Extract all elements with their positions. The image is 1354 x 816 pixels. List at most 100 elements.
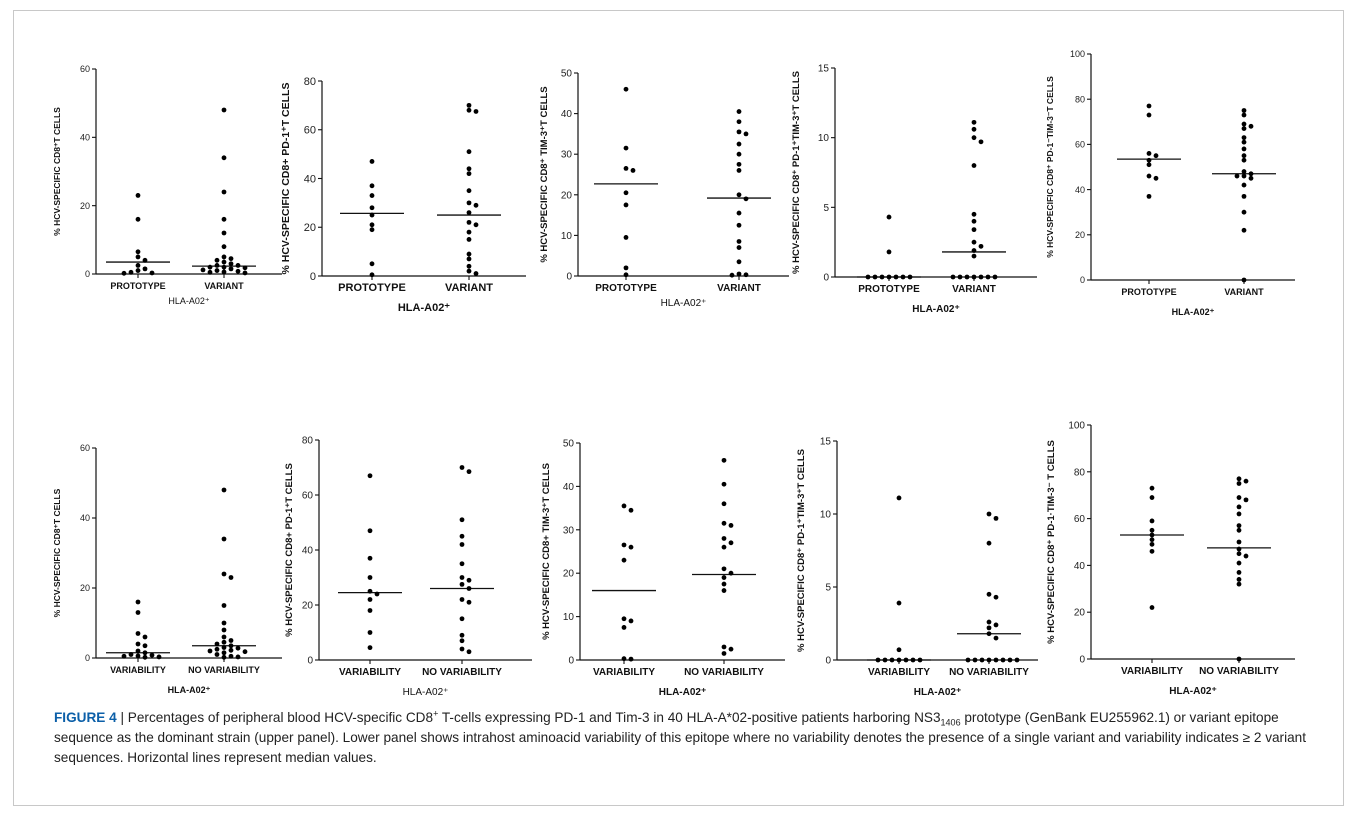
y-tick-label: 60 [80,64,90,74]
y-tick-label: 10 [820,510,832,521]
category-label: PROTOTYPE [110,281,165,291]
data-point [728,540,734,546]
data-point [978,274,984,280]
data-point [872,274,878,280]
data-point [889,657,895,663]
y-axis-title: % HCV-SPECIFIC CD8⁺T CELLS [52,107,62,236]
data-point [978,139,984,145]
data-point [221,654,227,660]
data-point [743,131,749,137]
data-point [1146,157,1152,163]
data-point [135,216,141,222]
data-point [1241,146,1247,152]
category-label: NO VARIABILITY [949,667,1029,678]
data-point [221,487,227,493]
data-point [221,254,227,260]
caption-part: + [433,708,439,719]
data-point [971,163,977,168]
data-point [1014,657,1020,663]
y-tick-label: 5 [823,203,829,214]
data-point [1236,546,1242,552]
data-point [1241,112,1247,118]
data-point [1146,103,1152,109]
data-point [459,465,465,470]
category-label: VARIABILITY [1121,666,1183,677]
data-point [728,646,734,652]
data-point [979,657,985,663]
data-point [1236,570,1242,575]
data-point [957,274,963,280]
data-point [621,542,627,548]
data-point [721,644,727,650]
data-point [950,274,956,280]
data-point [1241,193,1247,199]
data-point [896,495,902,501]
plots-canvas: 0 20 40 60 PROTOTYPE VARIANT HLA-A02⁺ % HCV-SPE… [52,49,1295,698]
y-tick-label: 20 [561,190,573,201]
data-point [235,654,241,660]
y-tick-label: 60 [1074,514,1086,525]
data-point [221,259,227,265]
data-point [623,145,629,151]
data-point [214,257,220,263]
data-point [228,256,234,262]
x-axis-title: HLA-A02⁺ [914,687,962,698]
data-point [142,266,148,272]
data-point [221,216,227,222]
category-label: NO VARIABILITY [422,667,502,678]
data-point [214,263,220,268]
y-tick-label: 20 [80,201,90,211]
y-axis-title: % HCV-SPECIFIC CD8⁺ PD-1⁻TIM-3⁻T CELLS [1045,76,1055,258]
data-point [149,652,155,658]
data-point [1153,153,1159,159]
data-point [466,268,472,274]
data-point [971,218,977,224]
y-tick-label: 40 [563,482,575,493]
data-point [128,652,134,657]
data-point [228,647,234,653]
data-point [1234,173,1240,179]
data-point [964,274,970,280]
data-point [242,270,248,276]
data-point [971,211,977,217]
y-tick-label: 40 [80,513,90,523]
data-point [369,212,375,218]
category-label: VARIANT [1224,287,1264,297]
data-point [473,271,479,276]
y-axis-title: % HCV-SPECIFIC CD8⁺T CELLS [52,488,62,617]
data-point [736,151,742,157]
data-point [221,189,227,195]
data-point [1236,539,1242,545]
data-point [1241,135,1247,141]
y-axis-title: % HCV-SPECIFIC CD8⁺ PD-1⁺TIM-3⁺T CELLS [796,449,807,652]
y-tick-label: 30 [563,525,575,536]
data-point [971,227,977,233]
y-tick-label: 60 [80,443,90,453]
data-point [986,625,992,631]
data-point [242,265,248,271]
y-tick-label: 60 [304,125,316,137]
y-axis-title: % HCV-SPECIFIC CD8+ TIM-3⁺T CELLS [541,463,552,640]
data-point [466,102,472,108]
data-point [459,581,465,587]
data-point [1149,605,1155,610]
data-point [736,222,742,228]
data-point [466,256,472,262]
data-point [1241,209,1247,215]
data-point [621,616,627,622]
data-point [466,469,472,475]
data-point [736,271,742,277]
data-point [736,119,742,125]
data-point [1149,532,1155,538]
data-point [1149,485,1155,491]
data-point [1241,108,1247,113]
y-tick-label: 0 [568,656,574,667]
data-point [1248,123,1254,129]
data-point [993,635,999,641]
x-axis-title: HLA-A02⁺ [403,687,449,698]
y-tick-label: 20 [563,569,575,580]
data-point [721,581,727,587]
data-point [142,634,148,640]
data-point [221,536,227,542]
data-point [1243,553,1249,559]
